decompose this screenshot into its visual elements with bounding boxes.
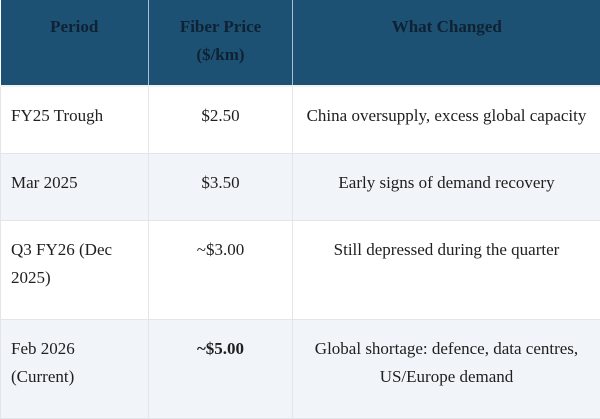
table-row: Feb 2026 (Current) ~$5.00 Global shortag… bbox=[0, 319, 600, 419]
period-cell: Feb 2026 (Current) bbox=[0, 319, 149, 419]
period-cell: Q3 FY26 (Dec 2025) bbox=[0, 220, 149, 321]
column-header-fiber-price: Fiber Price ($/km) bbox=[148, 0, 293, 87]
header-row: Period Fiber Price ($/km) What Changed bbox=[0, 0, 600, 87]
table-row: FY25 Trough $2.50 China oversupply, exce… bbox=[0, 85, 600, 155]
table-header: Period Fiber Price ($/km) What Changed bbox=[0, 0, 600, 87]
column-header-period: Period bbox=[0, 0, 149, 87]
price-cell: ~$5.00 bbox=[148, 319, 293, 419]
price-cell: ~$3.00 bbox=[148, 220, 293, 321]
what-changed-cell: Early signs of demand recovery bbox=[292, 153, 600, 222]
table-row: Q3 FY26 (Dec 2025) ~$3.00 Still depresse… bbox=[0, 220, 600, 321]
price-cell: $3.50 bbox=[148, 153, 293, 222]
what-changed-cell: China oversupply, excess global capacity bbox=[292, 85, 600, 155]
period-cell: Mar 2025 bbox=[0, 153, 149, 222]
what-changed-cell: Still depressed during the quarter bbox=[292, 220, 600, 321]
table-row: Mar 2025 $3.50 Early signs of demand rec… bbox=[0, 153, 600, 222]
table-body: FY25 Trough $2.50 China oversupply, exce… bbox=[0, 85, 600, 419]
what-changed-cell: Global shortage: defence, data centres, … bbox=[292, 319, 600, 419]
price-cell: $2.50 bbox=[148, 85, 293, 155]
period-cell: FY25 Trough bbox=[0, 85, 149, 155]
column-header-what-changed: What Changed bbox=[292, 0, 600, 87]
